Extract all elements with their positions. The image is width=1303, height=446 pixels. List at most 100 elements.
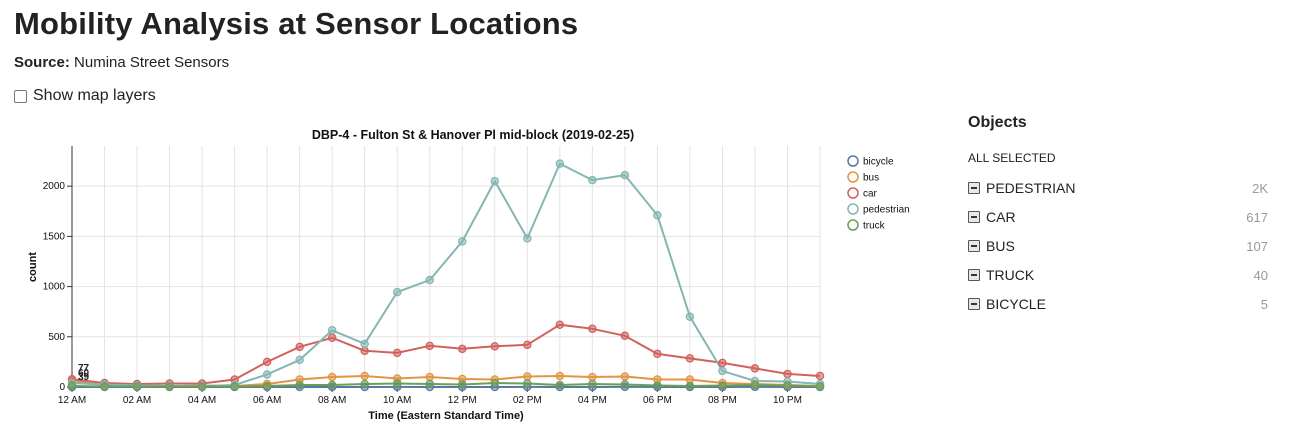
object-row-pedestrian[interactable]: PEDESTRIAN 2K	[968, 178, 1268, 198]
data-point-car	[555, 320, 565, 329]
data-point-bus	[327, 372, 337, 382]
y-tick-label: 2000	[43, 181, 66, 192]
data-point-truck	[620, 380, 630, 389]
objects-panel: Objects ALL SELECTED PEDESTRIAN 2K CAR 617 B…	[968, 114, 1270, 312]
data-point-bus	[360, 371, 369, 381]
data-point-truck	[555, 380, 565, 390]
object-label: PEDESTRIAN	[986, 180, 1076, 196]
object-row-bus[interactable]: BUS 107	[968, 236, 1268, 256]
series-lines	[71, 162, 821, 388]
data-point-car	[523, 340, 532, 350]
data-point-car	[653, 349, 662, 359]
objects-title: Objects	[968, 114, 1027, 131]
object-label: TRUCK	[986, 267, 1035, 283]
data-point-truck	[815, 382, 825, 391]
chart-title: DBP-4 - Fulton St & Hanover Pl mid-block…	[312, 128, 634, 142]
object-count: 40	[1253, 267, 1268, 283]
data-point-pedestrian	[523, 234, 532, 243]
legend-swatch-truck	[847, 219, 859, 231]
data-point-truck	[100, 382, 109, 391]
grid	[71, 146, 821, 388]
data-point-truck	[262, 381, 272, 391]
data-point-pedestrian	[718, 366, 727, 376]
minus-toggle-icon[interactable]	[968, 240, 980, 252]
object-label: BUS	[986, 238, 1015, 254]
data-point-bus	[588, 372, 597, 382]
source-line: Source: Numina Street Sensors	[14, 54, 229, 71]
x-tick-label: 04 PM	[578, 395, 607, 406]
data-point-pedestrian	[620, 170, 630, 180]
start-value-label: 60	[78, 368, 90, 379]
data-point-truck	[685, 381, 695, 391]
object-count: 5	[1260, 296, 1268, 312]
data-point-pedestrian	[588, 175, 597, 185]
data-point-truck	[653, 381, 662, 390]
data-point-car	[620, 331, 630, 341]
data-point-car	[295, 342, 304, 352]
data-point-car	[262, 357, 272, 367]
data-point-truck	[458, 380, 467, 389]
data-point-pedestrian	[360, 339, 369, 349]
objects-all-selected[interactable]: ALL SELECTED	[968, 151, 1056, 165]
data-point-pedestrian	[425, 275, 434, 285]
x-tick-label: 02 PM	[513, 395, 542, 406]
data-point-pedestrian	[327, 326, 337, 335]
minus-toggle-icon[interactable]	[968, 298, 980, 310]
data-point-bus	[523, 372, 532, 381]
data-point-pedestrian	[262, 370, 272, 379]
y-tick-label: 500	[48, 332, 65, 343]
object-row-car[interactable]: CAR 617	[968, 207, 1268, 227]
legend-label-bus: bus	[863, 173, 879, 184]
x-tick-label: 02 AM	[123, 395, 151, 406]
minus-toggle-icon[interactable]	[968, 269, 980, 281]
object-row-truck[interactable]: TRUCK 40	[968, 265, 1268, 285]
data-point-car	[360, 346, 369, 356]
data-point-car	[588, 324, 597, 334]
minus-toggle-icon[interactable]	[968, 182, 980, 194]
data-point-pedestrian	[490, 176, 500, 186]
data-point-truck	[132, 382, 142, 391]
data-point-pedestrian	[555, 159, 565, 168]
show-map-layers-checkbox[interactable]: Show map layers	[14, 87, 156, 105]
data-point-pedestrian	[653, 211, 662, 220]
object-count: 107	[1246, 238, 1268, 254]
data-point-bus	[425, 372, 434, 382]
x-tick-label: 06 AM	[253, 395, 281, 406]
object-count: 617	[1246, 209, 1268, 225]
object-label: BICYCLE	[986, 296, 1046, 312]
data-point-bus	[620, 372, 630, 381]
y-tick-label: 0	[59, 382, 65, 393]
data-point-car	[392, 348, 402, 358]
checkbox-box[interactable]	[14, 89, 27, 103]
y-tick-label: 1500	[43, 231, 66, 242]
data-point-truck	[490, 378, 500, 388]
series-line-pedestrian	[71, 162, 821, 387]
data-point-truck	[197, 382, 207, 391]
data-point-car	[490, 342, 500, 351]
minus-toggle-icon[interactable]	[968, 211, 980, 223]
legend-label-bicycle: bicycle	[863, 157, 894, 168]
x-tick-label: 04 AM	[188, 395, 216, 406]
legend-swatch-bus	[847, 171, 859, 183]
x-tick-label: 10 AM	[383, 395, 411, 406]
x-tick-label: 12 PM	[448, 395, 477, 406]
line-chart: DBP-4 - Fulton St & Hanover Pl mid-block…	[27, 128, 910, 422]
y-tick-label: 1000	[43, 282, 66, 293]
legend: bicycle bus car pedestrian truck	[847, 155, 910, 232]
object-row-bicycle[interactable]: BICYCLE 5	[968, 294, 1268, 314]
data-point-bus	[555, 371, 565, 381]
axes: 0 500 1000 1500 2000 12 AM 02 AM 04 AM 06 AM 08 A…	[43, 146, 820, 406]
x-tick-label: 08 AM	[318, 395, 346, 406]
x-axis-label: Time (Eastern Standard Time)	[368, 410, 524, 422]
data-point-car	[718, 358, 727, 368]
x-tick-label: 12 AM	[58, 395, 86, 406]
data-point-car	[815, 371, 825, 381]
data-point-car	[327, 333, 337, 343]
page-title: Mobility Analysis at Sensor Locations	[14, 6, 579, 41]
data-point-pedestrian	[458, 237, 467, 246]
y-axis-label: count	[27, 252, 39, 282]
legend-swatch-bicycle	[847, 155, 859, 167]
series-points	[67, 159, 825, 392]
data-point-truck	[360, 379, 369, 389]
